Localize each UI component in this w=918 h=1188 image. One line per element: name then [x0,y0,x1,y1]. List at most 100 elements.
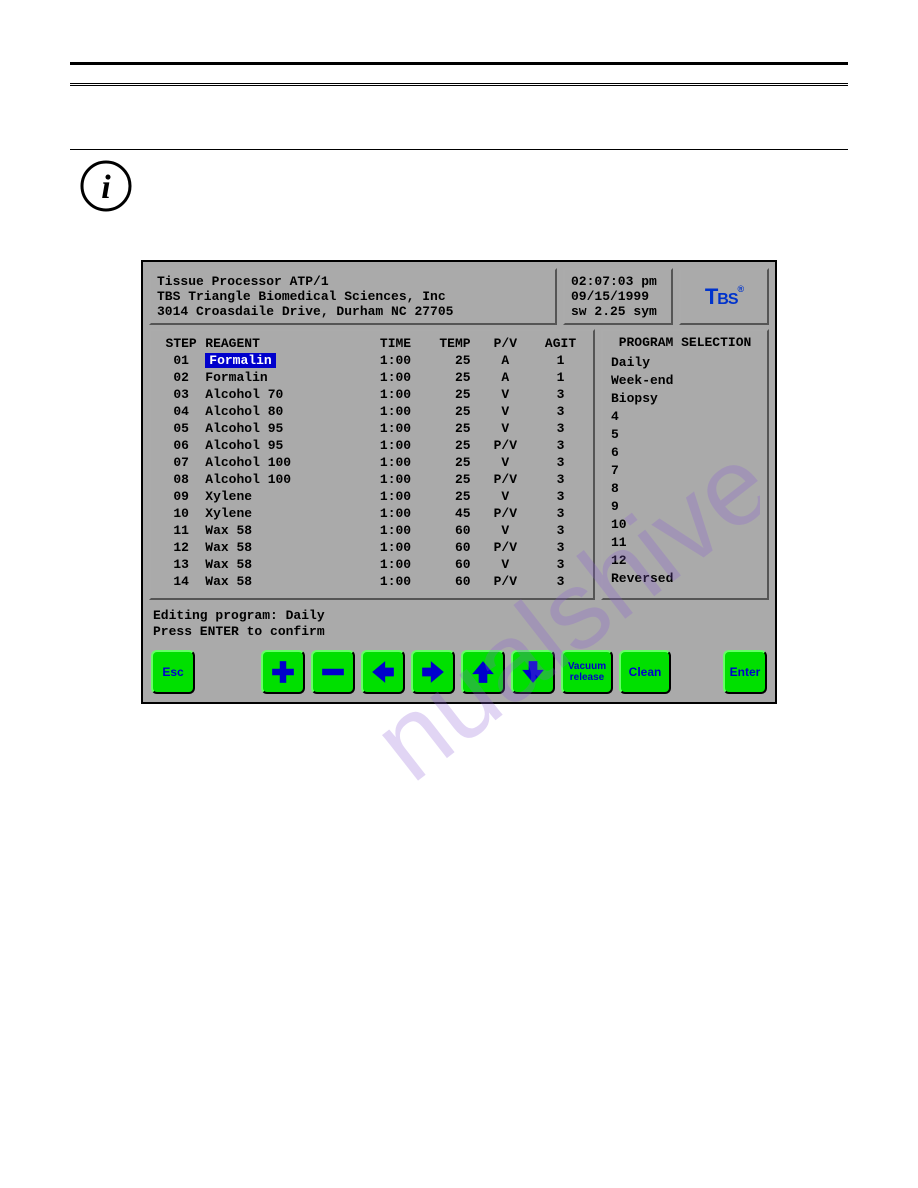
table-row[interactable]: 02Formalin1:0025A1 [157,369,587,386]
cell-step: 03 [157,386,205,403]
cell-time: 1:00 [355,522,419,539]
column-header: TIME [355,335,419,352]
program-item[interactable]: 4 [611,408,759,426]
cell-agit: 3 [534,522,587,539]
program-item[interactable]: Week-end [611,372,759,390]
cell-step: 13 [157,556,205,573]
cell-pv: P/V [477,471,534,488]
left-arrow-button[interactable] [361,650,405,694]
cell-temp: 25 [419,369,476,386]
cell-agit: 3 [534,454,587,471]
cell-temp: 45 [419,505,476,522]
cell-temp: 25 [419,471,476,488]
table-row[interactable]: 05Alcohol 951:0025V3 [157,420,587,437]
program-item[interactable]: 5 [611,426,759,444]
cell-agit: 3 [534,471,587,488]
table-row[interactable]: 09Xylene1:0025V3 [157,488,587,505]
cell-temp: 25 [419,488,476,505]
status-line-2: Press ENTER to confirm [153,624,769,640]
cell-reagent: Alcohol 95 [205,437,354,454]
cell-agit: 3 [534,386,587,403]
up-arrow-button[interactable] [461,650,505,694]
cell-time: 1:00 [355,454,419,471]
rule-top [70,62,848,65]
column-header: STEP [157,335,205,352]
program-item[interactable]: 12 [611,552,759,570]
table-row[interactable]: 12Wax 581:0060P/V3 [157,539,587,556]
cell-temp: 25 [419,420,476,437]
header-logo: TBS® [679,268,769,325]
cell-reagent: Alcohol 95 [205,420,354,437]
program-item[interactable]: 9 [611,498,759,516]
table-row[interactable]: 11Wax 581:0060V3 [157,522,587,539]
cell-reagent: Formalin [205,369,354,386]
minus-button[interactable] [311,650,355,694]
column-header: P/V [477,335,534,352]
steps-panel: STEPREAGENTTIMETEMPP/VAGIT 01Formalin1:0… [149,329,595,600]
cell-agit: 3 [534,539,587,556]
table-row[interactable]: 01Formalin1:0025A1 [157,352,587,369]
cell-pv: V [477,454,534,471]
cell-time: 1:00 [355,437,419,454]
plus-button[interactable] [261,650,305,694]
cell-reagent: Wax 58 [205,556,354,573]
header-line1: Tissue Processor ATP/1 [157,274,549,289]
cell-step: 01 [157,352,205,369]
table-row[interactable]: 07Alcohol 1001:0025V3 [157,454,587,471]
cell-time: 1:00 [355,369,419,386]
table-row[interactable]: 04Alcohol 801:0025V3 [157,403,587,420]
cell-pv: P/V [477,573,534,590]
cell-step: 14 [157,573,205,590]
program-item[interactable]: 6 [611,444,759,462]
cell-pv: A [477,352,534,369]
device-screen: Tissue Processor ATP/1 TBS Triangle Biom… [141,260,777,704]
cell-pv: P/V [477,505,534,522]
table-row[interactable]: 14Wax 581:0060P/V3 [157,573,587,590]
down-arrow-button[interactable] [511,650,555,694]
vacuum-release-button[interactable]: Vacuumrelease [561,650,613,694]
cell-pv: V [477,522,534,539]
cell-step: 02 [157,369,205,386]
table-row[interactable]: 13Wax 581:0060V3 [157,556,587,573]
cell-temp: 60 [419,556,476,573]
program-selection-title: PROGRAM SELECTION [611,335,759,350]
table-row[interactable]: 10Xylene1:0045P/V3 [157,505,587,522]
header-datetime: 02:07:03 pm 09/15/1999 sw 2.25 sym [563,268,673,325]
cell-pv: P/V [477,539,534,556]
program-item[interactable]: Reversed [611,570,759,588]
program-item[interactable]: 8 [611,480,759,498]
cell-reagent: Alcohol 80 [205,403,354,420]
table-row[interactable]: 08Alcohol 1001:0025P/V3 [157,471,587,488]
cell-step: 04 [157,403,205,420]
enter-button[interactable]: Enter [723,650,767,694]
header-line3: 3014 Croasdaile Drive, Durham NC 27705 [157,304,549,319]
cell-step: 07 [157,454,205,471]
cell-reagent: Alcohol 100 [205,454,354,471]
program-item[interactable]: 10 [611,516,759,534]
cell-temp: 60 [419,522,476,539]
cell-reagent: Wax 58 [205,573,354,590]
program-item[interactable]: 7 [611,462,759,480]
cell-time: 1:00 [355,488,419,505]
program-item[interactable]: 11 [611,534,759,552]
cell-time: 1:00 [355,471,419,488]
cell-agit: 3 [534,437,587,454]
cell-pv: V [477,556,534,573]
esc-button[interactable]: Esc [151,650,195,694]
cell-agit: 3 [534,505,587,522]
table-row[interactable]: 03Alcohol 701:0025V3 [157,386,587,403]
cell-reagent: Xylene [205,488,354,505]
table-row[interactable]: 06Alcohol 951:0025P/V3 [157,437,587,454]
cell-agit: 1 [534,369,587,386]
rule-double [70,83,848,89]
cell-temp: 60 [419,573,476,590]
header-date: 09/15/1999 [571,289,665,304]
header-version: sw 2.25 sym [571,304,665,319]
program-item[interactable]: Biopsy [611,390,759,408]
cell-pv: P/V [477,437,534,454]
right-arrow-button[interactable] [411,650,455,694]
clean-button[interactable]: Clean [619,650,671,694]
program-item[interactable]: Daily [611,354,759,372]
cell-time: 1:00 [355,352,419,369]
cell-step: 09 [157,488,205,505]
